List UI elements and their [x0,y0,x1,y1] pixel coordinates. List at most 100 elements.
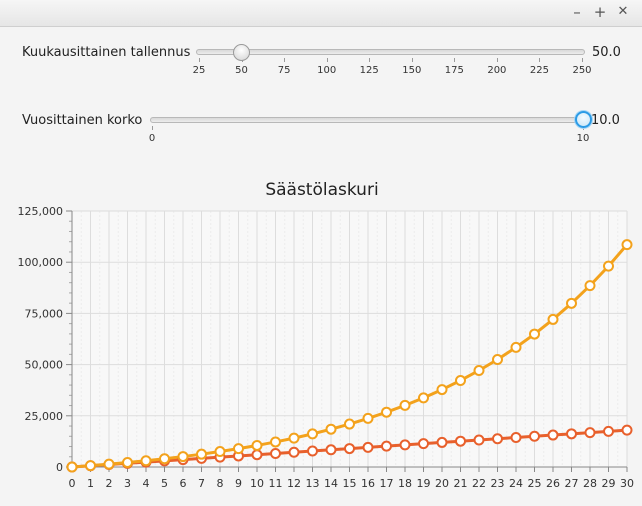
x-tick-label: 4 [143,477,150,490]
series-1-point [214,446,226,458]
series-0-point [603,425,614,437]
series-1-point [177,451,189,463]
monthly-tick-mark [539,58,541,62]
x-tick-label: 30 [620,477,634,490]
monthly-tick-label: 125 [359,65,379,76]
series-0-point [325,444,337,456]
monthly-savings-value: 50.0 [592,45,621,60]
x-tick-label: 5 [161,477,168,490]
yearly-tick-mark [152,126,153,130]
series-0-point [492,433,503,445]
series-0-point [270,447,281,459]
x-tick-label: 19 [417,477,431,490]
x-tick-label: 13 [306,477,320,490]
yearly-tick-mark [583,126,584,130]
series-1-point [584,280,596,292]
series-1-point [399,399,411,411]
series-1-point [344,418,355,430]
series-0-point [251,449,263,461]
series-1-point [603,260,614,272]
x-tick-label: 6 [180,477,187,490]
x-tick-label: 8 [217,477,224,490]
series-1-point [307,428,318,440]
x-tick-label: 26 [546,477,560,490]
x-tick-label: 7 [198,477,205,490]
series-1-point [103,458,115,470]
savings-line-chart: Säästölaskuri 0 25,000 50,000 75,000 100,000… [18,180,635,490]
monthly-tick-label: 25 [192,65,206,76]
monthly-slider-thumb[interactable] [233,44,251,61]
series-0-point [566,428,577,440]
x-tick-label: 2 [106,477,113,490]
x-tick-label: 11 [269,477,283,490]
monthly-tick-label: 250 [572,65,592,76]
series-1-point [473,364,485,376]
x-tick-label: 18 [398,477,412,490]
x-tick-label: 20 [435,477,449,490]
x-tick-label: 15 [343,477,357,490]
series-0-point [547,429,559,441]
series-0-point [473,434,485,446]
y-tick-label: 25,000 [25,410,64,423]
series-0-point [362,441,374,453]
series-1-point [159,453,170,465]
x-tick-label: 21 [454,477,468,490]
series-1-point [251,439,263,451]
series-1-point [436,384,448,396]
series-0-point [584,427,596,439]
x-tick-label: 9 [235,477,242,490]
series-1-point [196,448,207,460]
series-1-point [325,423,337,435]
monthly-slider-track[interactable] [196,49,585,55]
x-tick-label: 3 [124,477,131,490]
series-1-point [455,374,466,386]
x-tick-label: 24 [509,477,523,490]
x-tick-label: 17 [380,477,394,490]
monthly-tick-mark [454,58,456,62]
monthly-tick-mark [199,58,200,62]
x-tick-label: 14 [324,477,338,490]
yearly-slider-thumb[interactable] [574,111,592,128]
series-0-point [344,443,355,455]
y-tick-label: 125,000 [18,205,64,218]
monthly-tick-label: 200 [487,65,507,76]
series-1-point [529,328,540,340]
series-1-point [510,341,522,353]
yearly-interest-value: 10.0 [591,113,620,128]
series-0-point [621,424,633,436]
maximize-icon[interactable]: + [593,3,607,21]
series-0-point [510,432,522,444]
yearly-slider-track[interactable] [150,117,585,123]
x-tick-label: 12 [287,477,301,490]
series-1-point [288,432,300,444]
x-tick-label: 29 [602,477,616,490]
monthly-tick-label: 150 [402,65,422,76]
minimize-icon[interactable]: – [573,3,581,21]
x-tick-label: 28 [583,477,597,490]
series-0-point [436,436,448,448]
monthly-tick-mark [496,58,498,62]
y-tick-label: 50,000 [25,359,64,372]
x-tick-label: 1 [87,477,94,490]
monthly-tick-mark [326,58,328,62]
x-tick-label: 27 [565,477,579,490]
monthly-tick-mark [284,58,286,62]
series-0-point [399,439,411,451]
monthly-tick-label: 100 [317,65,337,76]
close-icon[interactable]: ✕ [617,4,629,19]
monthly-tick-mark [411,58,413,62]
series-0-point [529,430,540,442]
monthly-tick-label: 175 [444,65,464,76]
window-title-bar: – + ✕ [0,0,642,27]
monthly-tick-label: 50 [235,65,248,76]
series-1-point [140,455,152,467]
series-0-point [288,446,300,458]
series-1-point [566,297,577,309]
monthly-tick-mark [369,58,371,62]
yearly-tick-label: 0 [148,133,156,144]
series-1-point [270,436,281,448]
series-1-point [362,412,374,424]
series-1-point [418,392,429,404]
monthly-tick-mark [582,58,583,62]
series-0-point [418,438,429,450]
